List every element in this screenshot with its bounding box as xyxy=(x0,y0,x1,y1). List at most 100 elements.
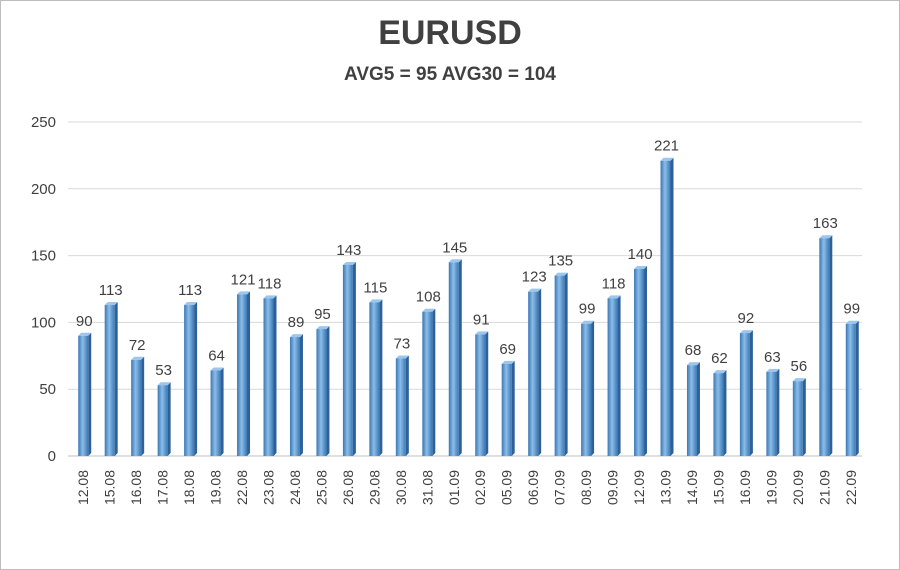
bar xyxy=(237,291,251,456)
data-label: 95 xyxy=(314,306,331,323)
data-label: 99 xyxy=(579,301,596,318)
x-tick-label: 25.08 xyxy=(313,470,329,505)
x-tick-label: 16.08 xyxy=(128,470,144,505)
data-label: 113 xyxy=(99,282,123,299)
x-tick-label: 12.09 xyxy=(631,470,647,505)
x-tick-label: 26.08 xyxy=(340,470,356,505)
data-label: 64 xyxy=(208,347,225,364)
data-label: 53 xyxy=(155,362,172,379)
x-tick-label: 24.08 xyxy=(287,470,303,505)
y-tick-label: 100 xyxy=(31,314,56,331)
data-label: 62 xyxy=(711,350,728,367)
data-label: 140 xyxy=(628,246,653,263)
data-label: 135 xyxy=(548,253,573,270)
bar xyxy=(501,360,515,456)
bar xyxy=(607,295,621,456)
x-tick-label: 01.09 xyxy=(446,470,462,505)
data-label: 115 xyxy=(363,279,387,296)
bar xyxy=(819,235,833,456)
x-tick-label: 19.09 xyxy=(763,470,779,505)
x-tick-label: 14.09 xyxy=(684,470,700,505)
chart-title: EURUSD xyxy=(378,14,522,52)
data-label: 63 xyxy=(764,349,781,366)
data-label: 90 xyxy=(76,313,93,330)
x-tick-label: 31.08 xyxy=(419,470,435,505)
x-tick-label: 22.09 xyxy=(843,470,859,505)
data-label: 56 xyxy=(790,358,807,375)
bar xyxy=(845,320,859,456)
y-tick-label: 200 xyxy=(31,181,56,198)
bar xyxy=(660,157,674,456)
gridlines xyxy=(68,121,862,457)
data-label: 123 xyxy=(522,269,547,286)
x-tick-label: 13.09 xyxy=(658,470,674,505)
bar xyxy=(766,368,780,456)
bar xyxy=(369,299,383,456)
bar xyxy=(448,259,462,456)
data-label: 68 xyxy=(685,342,702,359)
data-label: 69 xyxy=(499,341,516,358)
chart-subtitle: AVG5 = 95 AVG30 = 104 xyxy=(344,64,556,85)
x-tick-label: 30.08 xyxy=(393,470,409,505)
data-label: 143 xyxy=(336,242,361,259)
data-label: 113 xyxy=(178,282,202,299)
bar xyxy=(581,320,595,456)
x-tick-label: 19.08 xyxy=(208,470,224,505)
data-label: 118 xyxy=(258,275,282,292)
y-tick-label: 0 xyxy=(48,448,56,465)
data-label: 89 xyxy=(288,314,305,331)
bar xyxy=(713,370,727,456)
bar xyxy=(422,308,436,456)
bar xyxy=(686,362,700,456)
bar xyxy=(792,378,806,456)
bar xyxy=(395,355,409,456)
x-tick-label: 05.09 xyxy=(499,470,515,505)
bar xyxy=(157,382,171,456)
bar xyxy=(316,326,330,456)
x-tick-label: 20.09 xyxy=(790,470,806,505)
x-axis-tick-labels: 12.08 15.08 16.08 17.08 18.08 19.08 22.08 23.08… xyxy=(75,470,859,505)
data-label: 72 xyxy=(129,337,146,354)
data-label: 91 xyxy=(473,311,490,328)
y-tick-label: 250 xyxy=(31,114,56,131)
bar xyxy=(289,334,303,456)
data-label: 121 xyxy=(231,271,256,288)
x-tick-label: 07.09 xyxy=(552,470,568,505)
data-label: 118 xyxy=(602,275,626,292)
x-tick-label: 16.09 xyxy=(737,470,753,505)
x-tick-label: 29.08 xyxy=(366,470,382,505)
bar xyxy=(475,331,489,456)
bar xyxy=(739,330,753,456)
x-tick-label: 08.09 xyxy=(578,470,594,505)
data-label: 163 xyxy=(813,215,838,232)
y-axis-tick-labels: 0 50 100 150 200 250 xyxy=(31,114,56,465)
data-label: 221 xyxy=(654,138,679,155)
bars xyxy=(78,157,859,456)
x-tick-label: 21.09 xyxy=(816,470,832,505)
data-label: 73 xyxy=(393,335,410,352)
x-tick-label: 22.08 xyxy=(234,470,250,505)
bar xyxy=(554,272,568,456)
x-tick-label: 12.08 xyxy=(75,470,91,505)
bar xyxy=(78,332,92,456)
bar xyxy=(104,302,118,456)
data-label: 108 xyxy=(416,289,441,306)
bar xyxy=(528,288,542,456)
data-label: 92 xyxy=(738,310,755,327)
data-label: 145 xyxy=(442,239,467,256)
bar xyxy=(210,367,224,456)
x-tick-label: 02.09 xyxy=(472,470,488,505)
x-tick-label: 23.08 xyxy=(261,470,277,505)
bar xyxy=(342,261,356,456)
x-tick-label: 18.08 xyxy=(181,470,197,505)
x-tick-label: 15.08 xyxy=(102,470,118,505)
bar xyxy=(263,295,277,456)
data-label: 99 xyxy=(843,301,860,318)
bar xyxy=(131,356,145,456)
y-tick-label: 50 xyxy=(39,381,56,398)
y-tick-label: 150 xyxy=(31,248,56,265)
x-tick-label: 06.09 xyxy=(525,470,541,505)
x-tick-label: 17.08 xyxy=(155,470,171,505)
